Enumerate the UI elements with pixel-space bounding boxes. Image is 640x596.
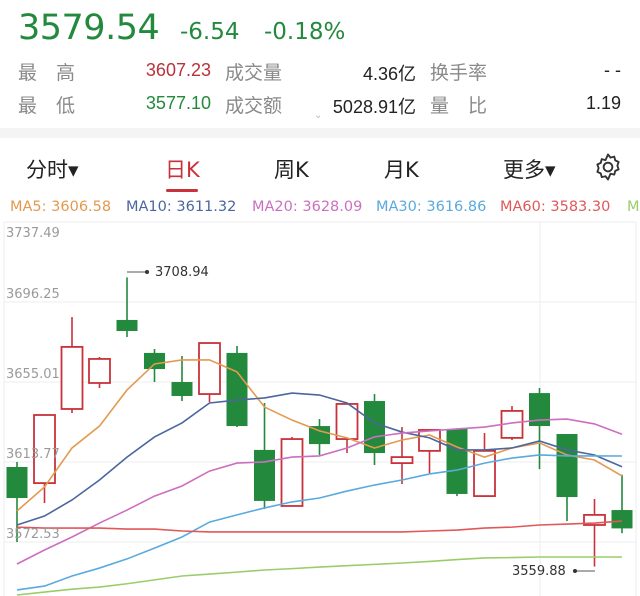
ma60-legend: MA60: 3583.30	[500, 199, 611, 215]
amount-label: 成交额	[225, 95, 283, 117]
candle-down	[529, 393, 550, 427]
candle-down	[254, 449, 275, 501]
candle-up	[60, 346, 84, 410]
candle-down	[144, 352, 165, 370]
volume-value: 4.36亿	[362, 64, 416, 84]
annotation-dot	[573, 569, 577, 573]
price-change-pct: -0.18%	[264, 19, 346, 45]
ma-line-ma20	[16, 418, 623, 565]
ma-line-extra	[16, 556, 622, 596]
candle-down	[309, 426, 330, 445]
low-annotation: 3559.88	[512, 564, 566, 579]
price-change: -6.54	[180, 19, 240, 45]
ma-line-ma10	[16, 392, 623, 526]
ma20-legend: MA20: 3628.09	[252, 199, 363, 215]
candle-down	[611, 510, 633, 529]
divider	[0, 128, 640, 138]
annotation-dot	[145, 270, 149, 274]
amount-value: 5028.91亿	[332, 97, 416, 117]
ma30-legend: MA30: 3616.86	[376, 199, 487, 215]
ma-line-ma60	[16, 520, 623, 533]
active-tab-indicator	[166, 189, 198, 192]
ma5-legend: MA5: 3606.58	[10, 199, 112, 215]
high-annotation: 3708.94	[155, 265, 209, 280]
volume-ratio-value: 1.19	[585, 93, 621, 113]
tab-monthly-k[interactable]: 月K	[384, 158, 419, 182]
y-tick-label: 3613.77	[6, 447, 60, 462]
turnover-value: - -	[604, 60, 621, 80]
candle-down	[116, 319, 138, 332]
candle-down	[446, 428, 468, 494]
y-tick-label: 3655.01	[6, 367, 60, 382]
candle-up	[33, 414, 56, 484]
gear-icon[interactable]	[593, 152, 623, 182]
y-tick-label: 3572.53	[6, 527, 60, 542]
candle-down	[556, 434, 578, 498]
tab-more[interactable]: 更多▾	[503, 158, 556, 182]
tab-daily-k[interactable]: 日K	[165, 158, 200, 182]
turnover-label: 换手率	[430, 62, 488, 84]
ma-line-ma30	[16, 454, 623, 591]
tab-weekly-k[interactable]: 周K	[274, 158, 309, 182]
chevron-down-icon[interactable]: ⌄	[314, 110, 323, 121]
candle-up	[280, 438, 304, 507]
candle-down	[171, 382, 193, 396]
high-label: 最 高	[18, 62, 76, 84]
last-price: 3579.54	[18, 8, 160, 48]
ma-extra-legend: M	[627, 199, 640, 215]
low-label: 最 低	[18, 95, 76, 117]
candle-up	[583, 514, 606, 526]
low-value: 3577.10	[145, 93, 211, 113]
volume-ratio-label: 量 比	[430, 95, 488, 117]
candle-down	[6, 466, 28, 499]
ma10-legend: MA10: 3611.32	[126, 199, 237, 215]
y-tick-label: 3737.49	[6, 226, 60, 241]
candle-up	[198, 342, 221, 395]
tab-intraday[interactable]: 分时▾	[26, 158, 79, 182]
y-tick-label: 3696.25	[6, 287, 60, 302]
candle-up	[390, 456, 414, 465]
candle-down	[364, 401, 385, 454]
candle-down	[226, 352, 248, 427]
high-value: 3607.23	[145, 60, 211, 80]
volume-label: 成交量	[225, 62, 283, 84]
candle-up	[88, 358, 111, 384]
